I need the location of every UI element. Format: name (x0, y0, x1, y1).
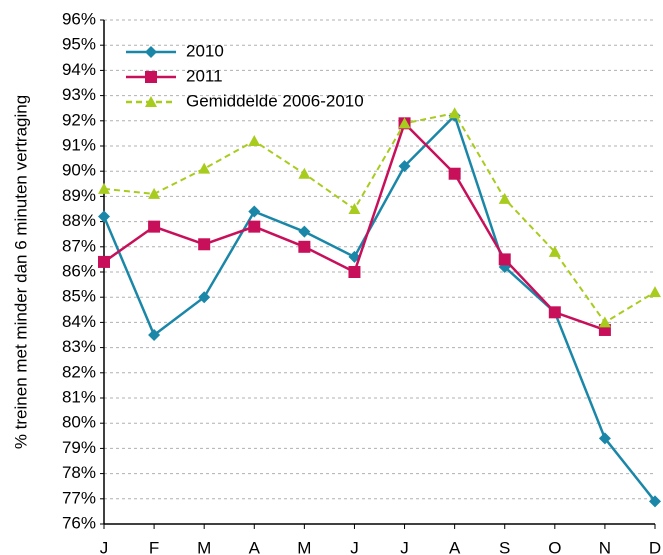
y-tick-label: 84% (62, 312, 96, 331)
y-tick-label: 89% (62, 186, 96, 205)
y-tick-label: 87% (62, 236, 96, 255)
x-tick-label: S (499, 538, 510, 555)
x-tick-label: M (197, 538, 211, 555)
y-axis-label: % treinen met minder dan 6 minuten vertr… (11, 95, 30, 449)
y-tick-label: 94% (62, 60, 96, 79)
y-tick-label: 93% (62, 85, 96, 104)
point (98, 210, 110, 223)
y-tick-label: 83% (62, 337, 96, 356)
x-tick-label: J (350, 538, 359, 555)
y-tick-label: 86% (62, 261, 96, 280)
y-tick-label: 77% (62, 488, 96, 507)
y-tick-label: 78% (62, 463, 96, 482)
legend-label: 2011 (186, 66, 223, 85)
y-tick-label: 80% (62, 413, 96, 432)
x-tick-label: M (297, 538, 311, 555)
point (348, 203, 361, 214)
legend-label: Gemiddelde 2006-2010 (186, 91, 364, 110)
point (498, 253, 511, 266)
x-tick-label: F (149, 538, 159, 555)
y-tick-label: 92% (62, 110, 96, 129)
y-tick-label: 82% (62, 362, 96, 381)
point (598, 316, 611, 328)
point (498, 192, 511, 204)
x-tick-label: A (249, 538, 261, 555)
point (298, 167, 311, 179)
x-tick-label: J (100, 538, 109, 555)
point (598, 432, 611, 445)
x-tick-label: N (599, 538, 611, 555)
point (649, 286, 661, 298)
y-tick-label: 88% (62, 211, 96, 230)
series-line (103, 112, 656, 324)
point (448, 107, 461, 119)
series-line (102, 113, 656, 503)
y-tick-label: 76% (62, 513, 96, 532)
point (298, 240, 311, 253)
point (248, 134, 261, 146)
y-tick-label: 81% (62, 387, 96, 406)
x-tick-label: O (548, 538, 561, 555)
point (248, 220, 261, 233)
y-tick-label: 96% (62, 9, 96, 28)
y-tick-label: 90% (62, 161, 96, 180)
point (398, 160, 411, 173)
point (348, 266, 361, 278)
point (198, 162, 211, 174)
x-tick-label: A (449, 538, 461, 555)
x-tick-label: D (649, 538, 661, 555)
point (148, 187, 161, 199)
point (448, 167, 461, 180)
y-tick-label: 79% (62, 438, 96, 457)
legend-marker (145, 96, 157, 107)
point (398, 117, 411, 129)
point (548, 306, 561, 319)
legend-marker (145, 46, 157, 58)
point (198, 238, 211, 251)
point (98, 255, 110, 268)
point (148, 329, 161, 341)
point (98, 182, 110, 194)
point (649, 495, 661, 508)
point (298, 225, 311, 238)
legend-label: 2010 (186, 41, 224, 60)
point (198, 291, 211, 304)
x-tick-label: J (400, 538, 409, 555)
point (248, 205, 261, 218)
legend-marker (145, 71, 157, 83)
point (548, 245, 561, 257)
point (148, 220, 161, 233)
y-tick-label: 95% (62, 35, 96, 54)
y-tick-label: 85% (62, 287, 96, 306)
y-tick-label: 91% (62, 135, 96, 154)
